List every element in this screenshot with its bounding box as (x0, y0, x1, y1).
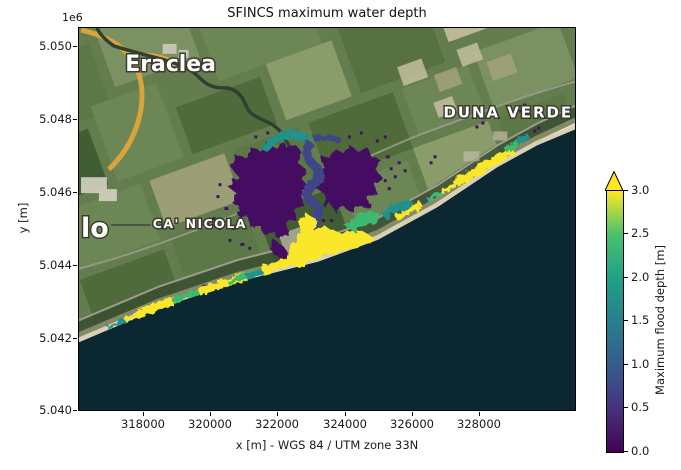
x-axis-label: x [m] - WGS 84 / UTM zone 33N (235, 438, 419, 452)
place-label-lo: lo (81, 213, 109, 244)
flood-overlay (106, 103, 541, 329)
y-tick-label: 5.042 (39, 331, 72, 345)
colorbar-gradient (606, 190, 624, 453)
x-tick-label: 326000 (390, 417, 434, 431)
y-tick-mark (73, 119, 77, 120)
y-tick-label: 5.044 (39, 258, 72, 272)
colorbar-tick-mark (624, 320, 628, 321)
colorbar-tick-mark (624, 233, 628, 234)
colorbar-arrow-shape (605, 171, 623, 191)
chart-title: SFINCS maximum water depth (227, 6, 427, 21)
x-tick-label: 320000 (188, 417, 232, 431)
colorbar-tick-label: 0.0 (631, 444, 650, 458)
x-tick-mark (345, 412, 346, 416)
colorbar-tick-mark (624, 364, 628, 365)
y-tick-label: 5.046 (39, 185, 72, 199)
y-tick-mark (73, 265, 77, 266)
colorbar-tick-label: 1.0 (631, 357, 650, 371)
colorbar-tick-label: 2.5 (631, 226, 650, 240)
colorbar-tick-label: 1.5 (631, 313, 650, 327)
colorbar-tick-label: 2.0 (631, 270, 650, 284)
x-tick-mark (210, 412, 211, 416)
x-tick-label: 318000 (121, 417, 165, 431)
y-axis-offset-label: 1e6 (62, 11, 83, 24)
x-tick-mark (277, 412, 278, 416)
y-tick-mark (73, 192, 77, 193)
y-tick-label: 5.040 (39, 403, 72, 417)
colorbar-tick-mark (624, 190, 628, 191)
colorbar-tick-mark (624, 407, 628, 408)
x-tick-mark (412, 412, 413, 416)
town-patches (80, 43, 189, 202)
light-field-patches (397, 42, 518, 118)
colorbar-tick-label: 3.0 (631, 183, 650, 197)
map-plot-area: Eraclea DUNA VERDE CA' NICOLA lo (78, 27, 576, 411)
river (95, 28, 294, 153)
y-tick-label: 5.050 (39, 39, 72, 53)
coastal-flood-band (106, 133, 531, 329)
colorbar-axis-label: Maximum flood depth [m] (653, 245, 667, 395)
floodplain-blobs (228, 141, 382, 259)
x-tick-label: 324000 (323, 417, 367, 431)
y-tick-mark (73, 338, 77, 339)
x-tick-label: 322000 (255, 417, 299, 431)
place-label-ca-nicola: CA' NICOLA (153, 216, 247, 231)
place-label-duna-verde: DUNA VERDE (444, 104, 574, 122)
x-tick-mark (479, 412, 480, 416)
sea (79, 129, 575, 410)
x-tick-label: 328000 (457, 417, 501, 431)
river-mouth-flood (288, 199, 414, 267)
y-axis-label: y [m] (16, 202, 30, 234)
colorbar-tick-mark (624, 451, 628, 452)
y-tick-label: 5.048 (39, 112, 72, 126)
satellite-basemap: Eraclea DUNA VERDE CA' NICOLA lo (79, 28, 575, 410)
y-tick-mark (73, 410, 77, 411)
place-label-eraclea: Eraclea (125, 52, 216, 77)
place-labels: Eraclea DUNA VERDE CA' NICOLA lo (79, 50, 574, 245)
colorbar-extend-arrow (605, 171, 623, 191)
colorbar-tick-mark (624, 277, 628, 278)
x-tick-mark (143, 412, 144, 416)
y-tick-mark (73, 46, 77, 47)
colorbar-tick-label: 0.5 (631, 400, 650, 414)
